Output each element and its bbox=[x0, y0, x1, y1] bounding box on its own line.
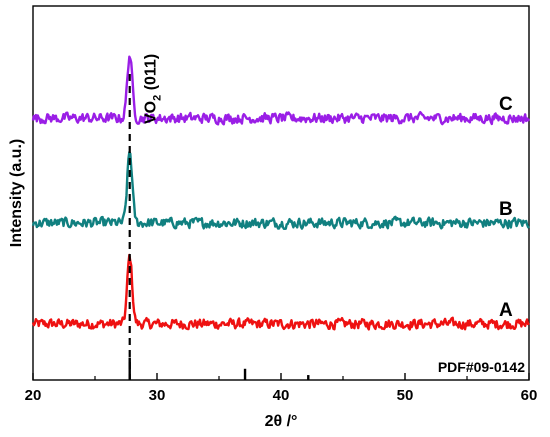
peak-label-main: VO bbox=[143, 101, 160, 124]
reference-label: PDF#09-0142 bbox=[438, 359, 525, 375]
peak-annotation-label: VO2 (011) bbox=[143, 54, 164, 124]
peak-label-rest: (011) bbox=[143, 54, 160, 95]
y-axis-title: Intensity (a.u.) bbox=[8, 139, 25, 247]
x-tick-label: 40 bbox=[273, 387, 290, 404]
series-line-c bbox=[31, 55, 531, 126]
x-tick-label: 60 bbox=[521, 387, 538, 404]
x-axis-title: 2θ /° bbox=[265, 413, 298, 430]
x-axis: 20 30 40 50 60 bbox=[25, 373, 538, 404]
series-line-b bbox=[31, 150, 530, 231]
series-group: A B C bbox=[31, 55, 531, 331]
x-tick-label: 30 bbox=[149, 387, 166, 404]
x-tick-label: 50 bbox=[397, 387, 414, 404]
series-label-b: B bbox=[499, 199, 513, 220]
series-label-a: A bbox=[499, 300, 513, 321]
series-line-a bbox=[31, 253, 530, 331]
series-label-c: C bbox=[499, 94, 513, 115]
peak-label-sub: 2 bbox=[152, 95, 164, 101]
x-tick-label: 20 bbox=[25, 387, 42, 404]
